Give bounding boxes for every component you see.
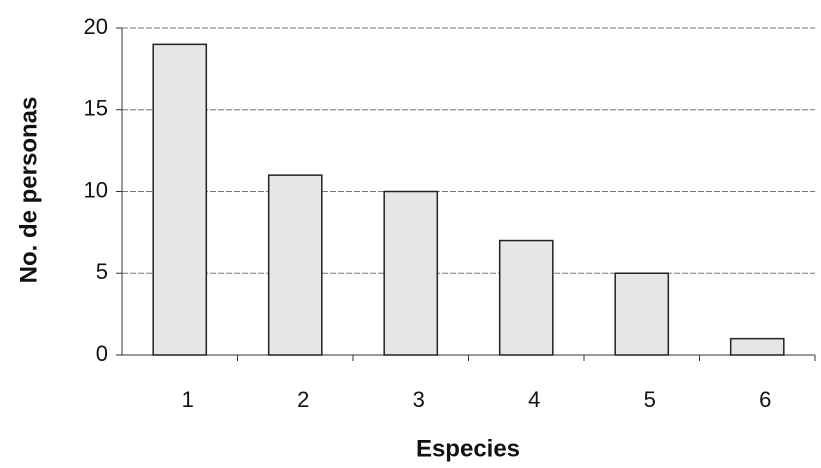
y-tick-label: 5	[96, 259, 108, 284]
y-tick-label: 10	[84, 177, 108, 202]
x-tick-label: 1	[182, 387, 194, 412]
x-tick-label: 3	[413, 387, 425, 412]
y-axis-title: No. de personas	[15, 97, 42, 284]
x-tick-label: 6	[759, 387, 771, 412]
y-tick-label: 15	[84, 96, 108, 121]
bar	[729, 337, 785, 356]
y-tick-label: 20	[84, 14, 108, 39]
x-tick-label: 4	[528, 387, 540, 412]
y-tick-label: 0	[96, 341, 108, 366]
bar	[498, 239, 554, 356]
bar	[267, 174, 323, 356]
x-tick-label: 2	[297, 387, 309, 412]
bar	[152, 43, 208, 356]
x-tick-label: 5	[644, 387, 656, 412]
bar	[383, 190, 439, 356]
x-axis-title: Especies	[416, 435, 520, 462]
bar	[614, 272, 670, 356]
